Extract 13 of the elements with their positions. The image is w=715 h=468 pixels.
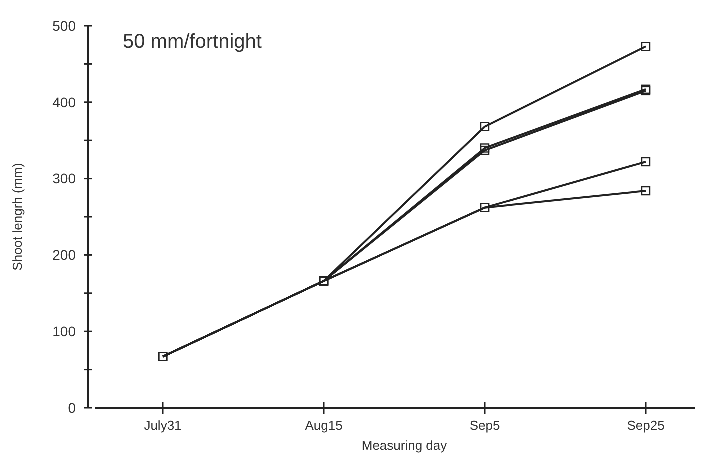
y-tick-label: 300	[52, 170, 76, 187]
x-axis-title: Measuring day	[362, 438, 448, 453]
x-tick-label: Sep5	[470, 418, 500, 433]
y-tick-label: 200	[52, 247, 76, 264]
x-tick-label: Sep25	[627, 418, 665, 433]
y-tick-label: 400	[52, 94, 76, 110]
y-axis-title: Shoot lengrh (mm)	[10, 163, 25, 271]
y-tick-label: 0	[68, 400, 76, 416]
y-tick-label: 100	[52, 324, 76, 340]
chart-title: 50 mm/fortnight	[123, 31, 262, 53]
x-tick-label: Aug15	[305, 418, 343, 433]
y-tick-label: 500	[52, 18, 76, 34]
x-tick-label: July31	[144, 418, 182, 433]
